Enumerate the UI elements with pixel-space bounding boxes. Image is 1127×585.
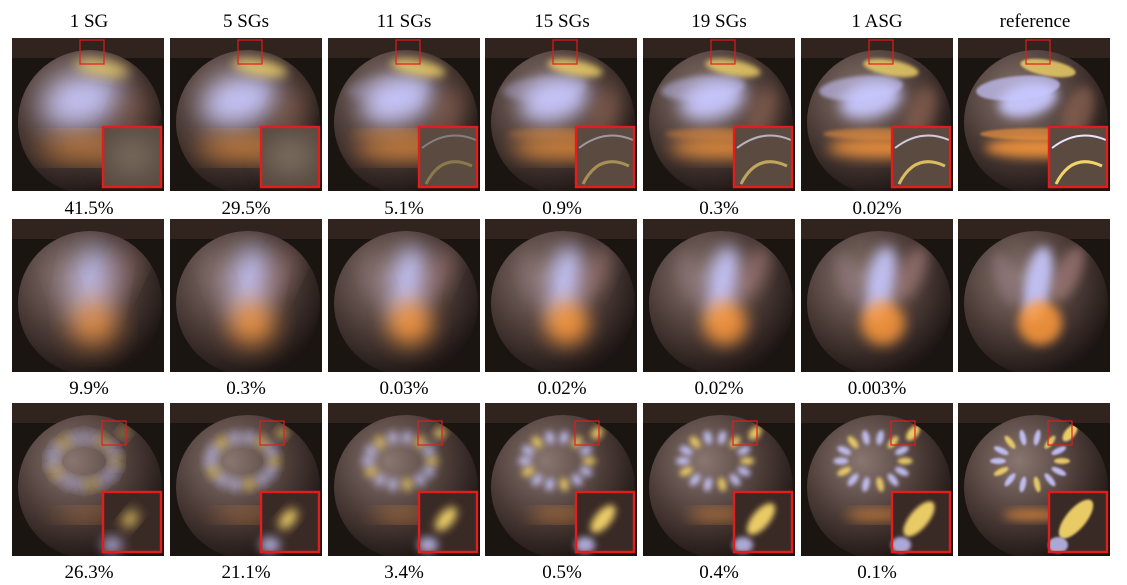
render-row2-sg19 [643, 219, 795, 372]
render-row2-ref [958, 219, 1110, 372]
render-row1-sg11 [328, 38, 480, 191]
error-label-r1-11-sgs: 5.1% [384, 198, 424, 219]
error-label-r3-1-sg: 26.3% [64, 562, 114, 583]
error-label-r2-5-sgs: 0.3% [226, 378, 266, 399]
column-header-19-sgs: 19 SGs [691, 11, 747, 32]
column-header-1-asg: 1 ASG [851, 11, 903, 32]
error-label-r3-1-asg: 0.1% [857, 562, 897, 583]
sphere-render-row2-sg19 [643, 219, 795, 372]
error-label-r2-15-sgs: 0.02% [537, 378, 587, 399]
render-row3-sg11 [328, 403, 480, 556]
render-row1-ref [958, 38, 1110, 191]
error-label-r2-1-sg: 9.9% [69, 378, 109, 399]
sphere-render-row1-ref [958, 38, 1110, 191]
render-row3-sg19 [643, 403, 795, 556]
error-label-r1-5-sgs: 29.5% [221, 198, 271, 219]
sphere-render-row2-sg15 [485, 219, 637, 372]
sphere-render-row3-sg5 [170, 403, 322, 556]
render-row2-sg11 [328, 219, 480, 372]
error-label-r1-1-sg: 41.5% [64, 198, 114, 219]
sphere-render-row1-sg19 [643, 38, 795, 191]
sphere-render-row3-sg11 [328, 403, 480, 556]
sphere-render-row1-asg1 [801, 38, 953, 191]
column-header-1-sg: 1 SG [69, 11, 109, 32]
sphere-render-row2-sg1 [12, 219, 164, 372]
column-header-11-sgs: 11 SGs [376, 11, 432, 32]
sphere-render-row2-ref [958, 219, 1110, 372]
render-row1-asg1 [801, 38, 953, 191]
error-label-r1-15-sgs: 0.9% [542, 198, 582, 219]
error-label-r3-19-sgs: 0.4% [699, 562, 739, 583]
render-row3-asg1 [801, 403, 953, 556]
render-row2-sg5 [170, 219, 322, 372]
error-label-r3-11-sgs: 3.4% [384, 562, 424, 583]
sphere-render-row3-sg15 [485, 403, 637, 556]
render-row3-sg5 [170, 403, 322, 556]
render-row3-sg1 [12, 403, 164, 556]
error-label-r1-1-asg: 0.02% [852, 198, 902, 219]
error-label-r2-1-asg: 0.003% [847, 378, 907, 399]
render-row3-sg15 [485, 403, 637, 556]
column-header-15-sgs: 15 SGs [534, 11, 590, 32]
render-row1-sg15 [485, 38, 637, 191]
render-row1-sg19 [643, 38, 795, 191]
render-row2-asg1 [801, 219, 953, 372]
render-row3-ref [958, 403, 1110, 556]
sphere-render-row3-sg19 [643, 403, 795, 556]
sphere-render-row3-asg1 [801, 403, 953, 556]
sphere-render-row1-sg1 [12, 38, 164, 191]
error-label-r3-5-sgs: 21.1% [221, 562, 271, 583]
error-label-r2-19-sgs: 0.02% [694, 378, 744, 399]
sphere-render-row1-sg15 [485, 38, 637, 191]
column-header-5-sgs: 5 SGs [223, 11, 269, 32]
sphere-render-row1-sg11 [328, 38, 480, 191]
sphere-render-row3-sg1 [12, 403, 164, 556]
render-row2-sg1 [12, 219, 164, 372]
sphere-render-row2-sg11 [328, 219, 480, 372]
render-row1-sg5 [170, 38, 322, 191]
render-row2-sg15 [485, 219, 637, 372]
error-label-r3-15-sgs: 0.5% [542, 562, 582, 583]
error-label-r1-19-sgs: 0.3% [699, 198, 739, 219]
column-header-reference: reference [999, 11, 1071, 32]
error-label-r2-11-sgs: 0.03% [379, 378, 429, 399]
sphere-render-row3-ref [958, 403, 1110, 556]
sphere-render-row2-asg1 [801, 219, 953, 372]
sphere-render-row2-sg5 [170, 219, 322, 372]
render-row1-sg1 [12, 38, 164, 191]
sphere-render-row1-sg5 [170, 38, 322, 191]
